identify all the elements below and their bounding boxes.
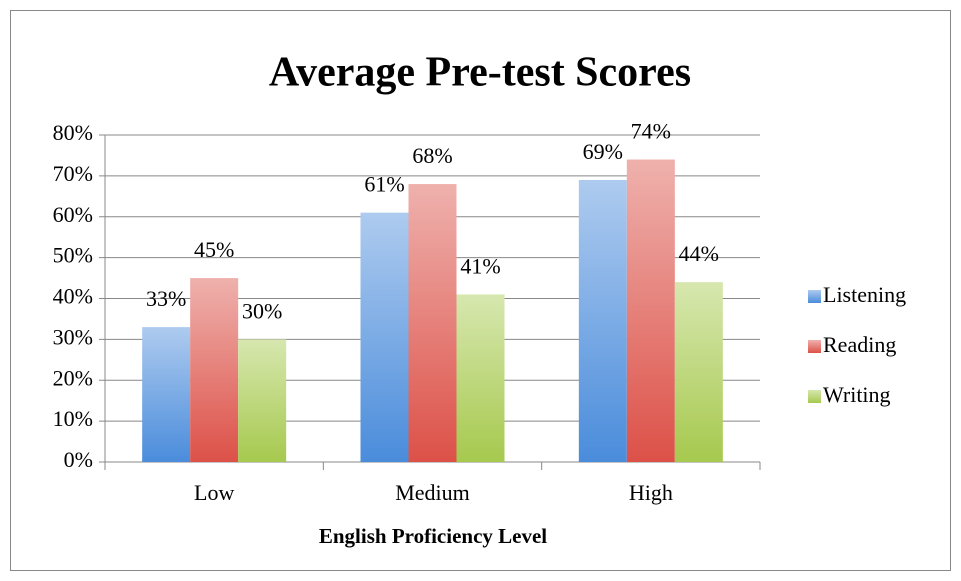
value-label: 30%	[242, 298, 282, 323]
x-tick-label: High	[629, 480, 673, 505]
bar	[674, 282, 723, 462]
legend-swatch	[808, 340, 821, 353]
bar	[408, 184, 457, 463]
bar	[238, 339, 287, 462]
y-tick-label: 40%	[53, 284, 93, 309]
y-tick-label: 20%	[53, 365, 93, 390]
y-tick-label: 0%	[64, 447, 93, 472]
legend-swatch	[808, 290, 821, 303]
bar	[456, 294, 505, 462]
bar	[360, 212, 409, 462]
value-label: 41%	[460, 253, 500, 278]
legend-label: Listening	[823, 282, 906, 307]
value-label: 61%	[364, 172, 404, 197]
chart-frame	[10, 10, 951, 571]
value-label: 74%	[631, 119, 671, 144]
y-tick-label: 80%	[53, 120, 93, 145]
y-tick-label: 50%	[53, 243, 93, 268]
x-tick-label: Medium	[395, 480, 470, 505]
value-label: 44%	[679, 241, 719, 266]
legend-swatch	[808, 390, 821, 403]
bar	[190, 278, 239, 462]
bar	[626, 159, 675, 462]
legend-label: Writing	[823, 382, 891, 407]
y-tick-label: 60%	[53, 202, 93, 227]
y-tick-label: 10%	[53, 406, 93, 431]
bar	[142, 327, 191, 462]
x-axis-title: English Proficiency Level	[319, 524, 547, 548]
value-label: 69%	[583, 139, 623, 164]
value-label: 45%	[194, 237, 234, 262]
y-tick-label: 30%	[53, 324, 93, 349]
bar	[578, 179, 627, 462]
chart-title: Average Pre-test Scores	[269, 50, 691, 96]
y-tick-label: 70%	[53, 161, 93, 186]
legend-label: Reading	[823, 332, 896, 357]
value-label: 68%	[412, 143, 452, 168]
value-label: 33%	[146, 286, 186, 311]
x-tick-label: Low	[194, 480, 234, 505]
